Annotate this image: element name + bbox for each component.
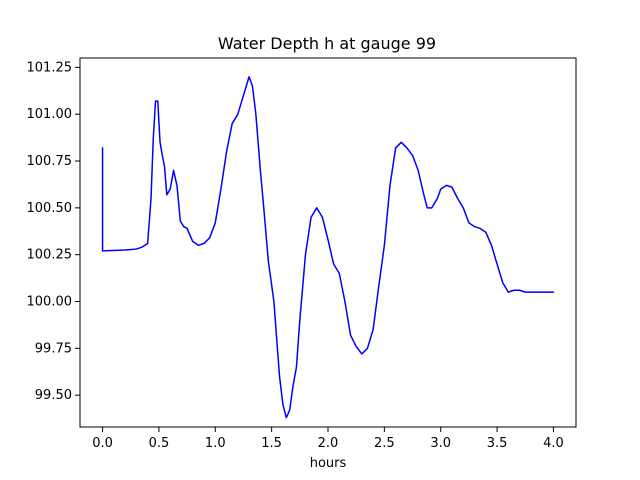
y-tick-label: 100.75 — [27, 154, 73, 169]
x-tick-label: 0.5 — [149, 436, 170, 451]
x-tick-label: 4.0 — [543, 436, 564, 451]
y-tick-label: 99.50 — [35, 388, 72, 403]
x-tick-label: 0.0 — [92, 436, 113, 451]
x-tick-label: 1.0 — [205, 436, 226, 451]
y-tick-label: 100.50 — [27, 201, 73, 216]
x-tick-label: 3.0 — [430, 436, 451, 451]
x-axis-ticks: 0.0 0.5 1.0 1.5 2.0 2.5 3.0 3.5 4.0 — [92, 427, 564, 451]
x-tick-label: 1.5 — [261, 436, 282, 451]
x-tick-label: 3.5 — [487, 436, 508, 451]
series-line — [101, 75, 555, 419]
y-tick-label: 100.00 — [27, 295, 73, 310]
y-tick-label: 100.25 — [27, 248, 73, 263]
y-axis-ticks: 99.50 99.75 100.00 100.25 100.50 100.75 101.00… — [27, 60, 80, 403]
chart-title: Water Depth h at gauge 99 — [218, 34, 436, 53]
series-layer — [101, 75, 555, 419]
y-tick-label: 101.00 — [27, 107, 73, 122]
y-tick-label: 99.75 — [35, 341, 72, 356]
x-tick-label: 2.0 — [318, 436, 339, 451]
x-tick-label: 2.5 — [374, 436, 395, 451]
x-axis-label: hours — [310, 456, 347, 471]
y-tick-label: 101.25 — [27, 60, 73, 75]
